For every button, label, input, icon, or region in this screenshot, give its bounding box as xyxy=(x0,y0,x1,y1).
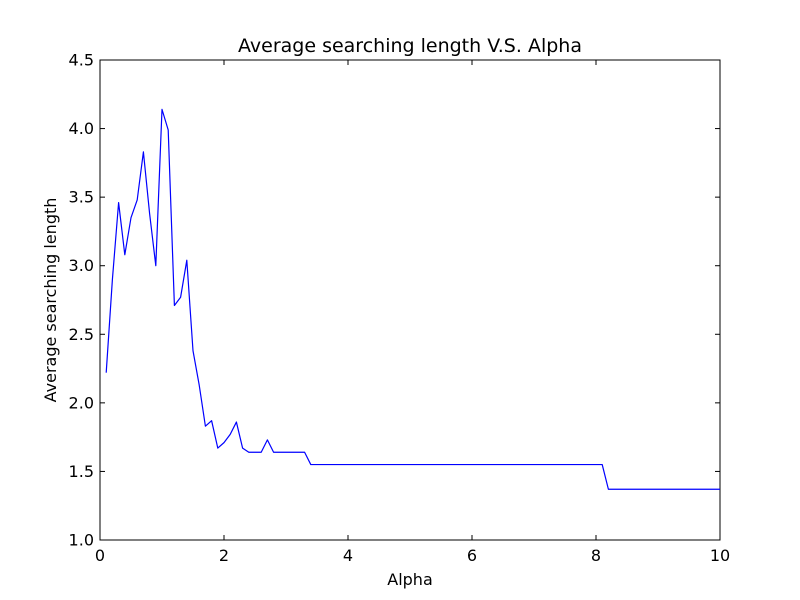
x-tick-label: 6 xyxy=(467,546,477,565)
x-axis-label: Alpha xyxy=(387,570,433,589)
chart-title: Average searching length V.S. Alpha xyxy=(238,35,582,57)
y-tick-label: 2.5 xyxy=(69,325,94,344)
y-tick-label: 1.0 xyxy=(69,531,94,550)
y-tick-label: 3.5 xyxy=(69,188,94,207)
x-tick-label: 2 xyxy=(219,546,229,565)
x-tick-label: 10 xyxy=(710,546,730,565)
y-tick-label: 4.0 xyxy=(69,119,94,138)
y-tick-label: 3.0 xyxy=(69,256,94,275)
x-tick-label: 8 xyxy=(591,546,601,565)
y-tick-label: 1.5 xyxy=(69,462,94,481)
y-tick-label: 2.0 xyxy=(69,393,94,412)
y-tick-label: 4.5 xyxy=(69,51,94,70)
x-tick-label: 4 xyxy=(343,546,353,565)
y-axis-label: Average searching length xyxy=(41,198,60,403)
plot-frame xyxy=(100,60,720,540)
x-tick-label: 0 xyxy=(95,546,105,565)
